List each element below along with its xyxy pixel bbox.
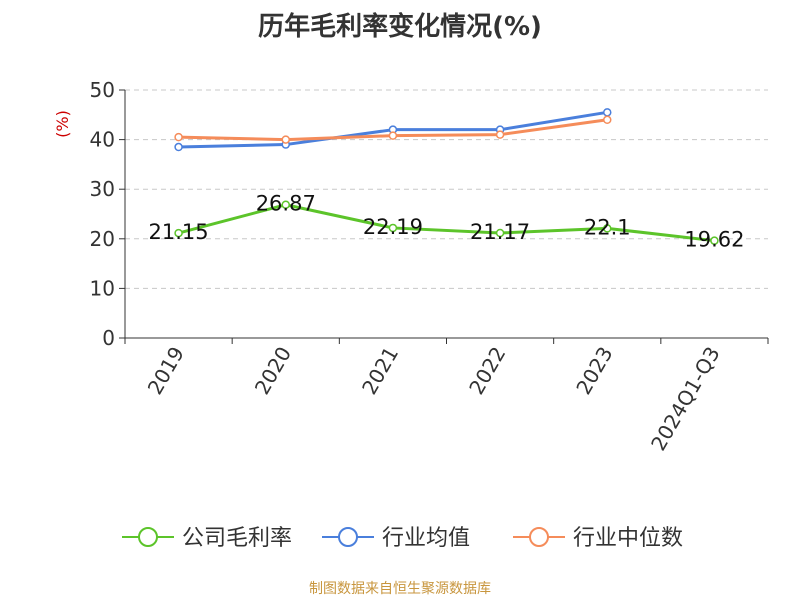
series-point: [174, 228, 183, 238]
legend-label: 公司毛利率: [182, 526, 292, 551]
series-point: [388, 131, 398, 140]
series-point: [174, 132, 183, 142]
series-point: [603, 224, 612, 233]
y-tick-label: 20: [90, 227, 115, 251]
legend-label: 行业中位数: [573, 526, 683, 551]
x-tick-label: 2021: [357, 343, 403, 399]
series-point: [603, 115, 612, 125]
y-tick-label: 30: [90, 177, 115, 201]
y-tick-label: 0: [102, 326, 115, 350]
y-tick-label: 50: [90, 78, 115, 102]
series-point: [174, 142, 183, 152]
series-line: [178, 203, 715, 243]
series-point: [388, 223, 398, 233]
legend-item: 公司毛利率: [122, 526, 292, 551]
legend: 公司毛利率 行业均值 行业中位数: [122, 526, 683, 551]
legend-label: 行业均值: [382, 526, 470, 551]
legend-item: 行业均值: [322, 526, 470, 551]
data-label: 26.87: [256, 192, 316, 216]
source-note: 制图数据来自恒生聚源数据库: [309, 581, 491, 597]
grid-lines: [125, 89, 768, 289]
y-tick-label: 40: [90, 128, 115, 152]
series-point: [495, 130, 505, 139]
x-tick-label: 2019: [143, 343, 189, 399]
chart-title: 历年毛利率变化情况(%): [258, 12, 542, 42]
series-point: [281, 135, 290, 144]
data-labels: 21.15 26.87 22.19 21.17 22.1 19.62: [149, 192, 745, 252]
legend-item: 行业中位数: [513, 526, 683, 551]
series-point: [710, 236, 719, 245]
data-label: 21.15: [149, 220, 209, 244]
x-tick-label: 2020: [250, 343, 296, 399]
data-label: 21.17: [470, 220, 530, 244]
legend-marker: [138, 527, 158, 547]
series-point: [281, 200, 290, 209]
y-axis-label: (%): [53, 110, 72, 138]
series-point: [495, 228, 505, 238]
x-tick-label: 2023: [571, 343, 617, 399]
x-tick-label: 2022: [464, 343, 510, 399]
series-point: [603, 108, 612, 117]
data-label: 22.19: [363, 215, 423, 239]
y-tick-label: 10: [90, 276, 115, 300]
data-label: 22.1: [584, 215, 631, 239]
legend-marker: [529, 527, 549, 547]
x-tick-label: 2024Q1-Q3: [646, 343, 725, 455]
data-label: 19.62: [684, 228, 744, 252]
legend-marker: [338, 527, 358, 547]
series-lines: [174, 108, 719, 245]
